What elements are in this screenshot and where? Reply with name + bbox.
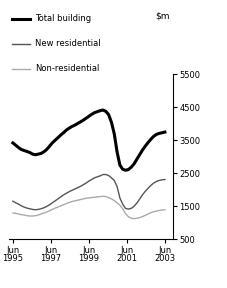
Text: Non-residential: Non-residential	[35, 64, 100, 73]
Text: Jun: Jun	[120, 246, 133, 255]
Text: Jun: Jun	[158, 246, 172, 255]
Text: New residential: New residential	[35, 39, 101, 48]
Text: Total building: Total building	[35, 14, 91, 23]
Text: 2001: 2001	[116, 254, 137, 263]
Text: 1997: 1997	[40, 254, 62, 263]
Text: 2003: 2003	[154, 254, 175, 263]
Text: 1995: 1995	[2, 254, 23, 263]
Text: Jun: Jun	[6, 246, 20, 255]
Text: 1999: 1999	[78, 254, 99, 263]
Text: Jun: Jun	[82, 246, 96, 255]
Text: $m: $m	[155, 12, 169, 21]
Text: Jun: Jun	[44, 246, 57, 255]
